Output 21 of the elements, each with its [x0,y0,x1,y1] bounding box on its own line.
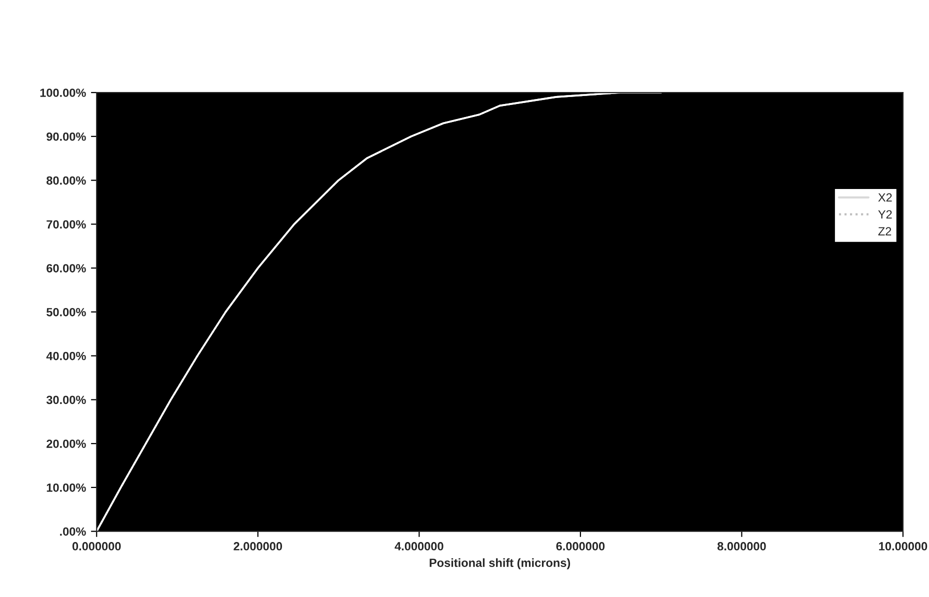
text: Z2 [878,227,892,236]
y-tick-label: .00% [60,527,86,536]
y-tick-label: 100.00% [40,88,86,97]
x-tick-label: 4.000000 [394,542,444,550]
legend-label: X2 [878,193,892,202]
y-tick-label: 30.00% [46,396,86,404]
x-tick-label: 10.00000 [879,542,928,550]
y-tick-label: 10.00% [46,483,86,492]
y-tick-label: 60.00% [46,264,86,272]
y-tick-label: 90.00% [46,132,86,141]
x-tick-label: 0.000000 [72,542,121,550]
y-tick-label: 70.00% [46,220,86,229]
legend-label: Y2 [878,210,892,218]
x-tick-label: 2.000000 [234,542,282,550]
y-tick-label: 20.00% [46,440,86,448]
x-axis-title: Positional shift (microns) [430,558,570,570]
x-tick-label: 6.000000 [556,542,605,550]
y-tick-label: 50.00% [46,308,86,316]
x-tick-label: 8.000000 [717,542,766,550]
y-tick-label: 40.00% [46,352,86,360]
y-tick-label: 80.00% [46,176,86,185]
